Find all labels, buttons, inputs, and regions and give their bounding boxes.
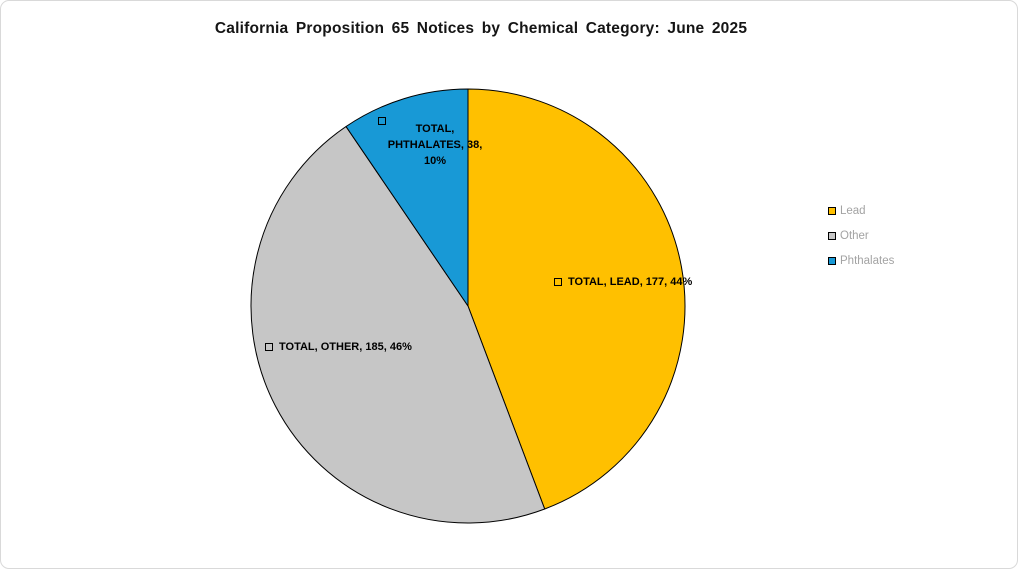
data-label-lead-text: TOTAL, LEAD, 177, 44% bbox=[568, 276, 693, 288]
phthalates-color-swatch-icon bbox=[828, 257, 836, 265]
legend-item-phthalates[interactable]: Phthalates bbox=[828, 255, 894, 267]
pie-slice-other[interactable] bbox=[250, 126, 546, 524]
legend-label-other: Other bbox=[840, 230, 869, 242]
other-color-swatch-icon bbox=[828, 232, 836, 240]
data-label-phthalates: TOTAL, PHTHALATES, 38, 10% bbox=[387, 123, 483, 167]
data-label-lead: TOTAL, LEAD, 177, 44% bbox=[554, 276, 692, 288]
legend-label-lead: Lead bbox=[840, 205, 866, 217]
legend-label-phthalates: Phthalates bbox=[840, 255, 895, 267]
legend: Lead Other Phthalates bbox=[828, 205, 894, 267]
legend-key-icon bbox=[265, 343, 273, 351]
chart-title: California Proposition 65 Notices by Che… bbox=[214, 20, 748, 37]
legend-key-icon bbox=[554, 278, 562, 286]
legend-key-icon bbox=[378, 117, 386, 125]
pie-slice-phthalates[interactable] bbox=[345, 88, 469, 307]
pie-slice-lead[interactable] bbox=[467, 88, 686, 510]
legend-item-other[interactable]: Other bbox=[828, 230, 894, 242]
data-label-other-text: TOTAL, OTHER, 185, 46% bbox=[279, 341, 412, 353]
data-label-other: TOTAL, OTHER, 185, 46% bbox=[265, 341, 412, 353]
lead-color-swatch-icon bbox=[828, 207, 836, 215]
legend-item-lead[interactable]: Lead bbox=[828, 205, 894, 217]
